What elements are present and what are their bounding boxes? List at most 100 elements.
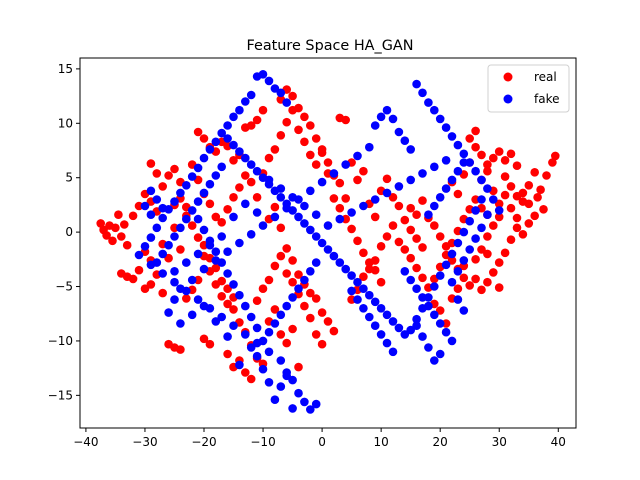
point-real-6 <box>114 210 123 219</box>
point-real-50 <box>229 156 238 165</box>
point-fake-225 <box>229 280 238 289</box>
point-fake-209 <box>353 295 362 304</box>
point-fake-212 <box>306 267 315 276</box>
point-real-211 <box>270 261 280 271</box>
point-fake-191 <box>412 284 421 294</box>
point-fake-173 <box>311 210 321 219</box>
point-fake-47 <box>288 404 297 413</box>
point-fake-32 <box>217 312 226 322</box>
point-real-180 <box>512 213 522 223</box>
point-fake-14 <box>199 153 209 163</box>
point-fake-234 <box>471 234 480 243</box>
point-real-119 <box>359 248 368 258</box>
point-fake-101 <box>453 238 463 248</box>
point-real-104 <box>270 145 280 154</box>
point-real-2 <box>102 231 111 240</box>
point-fake-34 <box>241 330 250 339</box>
point-real-189 <box>530 211 539 221</box>
point-fake-72 <box>317 177 327 187</box>
point-fake-142 <box>211 171 221 180</box>
point-real-167 <box>489 153 498 163</box>
point-fake-119 <box>347 271 356 280</box>
point-fake-167 <box>382 188 392 198</box>
point-fake-183 <box>193 249 203 259</box>
point-fake-102 <box>447 249 457 259</box>
point-fake-97 <box>477 195 486 204</box>
chart-title: Feature Space HA_GAN <box>246 38 413 54</box>
point-fake-237 <box>453 267 463 276</box>
point-fake-159 <box>447 175 457 185</box>
point-fake-80 <box>388 114 398 124</box>
point-real-137 <box>418 243 427 252</box>
point-fake-235 <box>465 245 475 254</box>
point-real-156 <box>477 245 486 254</box>
point-real-115 <box>335 203 345 213</box>
point-fake-37 <box>276 356 286 365</box>
point-fake-242 <box>494 206 504 215</box>
point-real-178 <box>500 190 510 200</box>
point-fake-111 <box>394 323 404 333</box>
point-real-42 <box>199 334 209 344</box>
point-fake-138 <box>235 147 244 156</box>
point-real-45 <box>199 134 209 143</box>
point-real-208 <box>252 296 262 306</box>
point-fake-166 <box>394 182 404 191</box>
point-fake-197 <box>447 336 457 346</box>
point-fake-155 <box>424 210 433 219</box>
point-fake-127 <box>300 219 309 228</box>
point-fake-91 <box>453 140 463 150</box>
point-fake-76 <box>365 142 374 152</box>
point-real-43 <box>205 339 215 349</box>
point-fake-168 <box>370 195 380 204</box>
point-real-87 <box>282 338 292 348</box>
point-real-164 <box>471 142 480 152</box>
point-real-67 <box>252 193 262 202</box>
point-fake-46 <box>282 371 292 381</box>
point-fake-236 <box>459 256 469 265</box>
point-real-36 <box>164 253 173 263</box>
point-fake-207 <box>365 312 374 322</box>
point-fake-30 <box>193 295 203 304</box>
point-fake-55 <box>199 301 209 311</box>
point-real-65 <box>241 171 250 180</box>
point-real-91 <box>270 202 280 212</box>
point-real-38 <box>176 245 185 254</box>
point-real-224 <box>300 112 309 122</box>
y-axis: −15 −10 −5 0 5 10 15 <box>48 62 80 402</box>
point-fake-28 <box>170 277 179 287</box>
point-fake-19 <box>170 197 179 206</box>
point-real-94 <box>288 256 297 265</box>
point-fake-147 <box>182 214 191 224</box>
point-real-227 <box>317 148 327 157</box>
point-fake-163 <box>430 162 439 172</box>
point-real-248 <box>376 242 386 251</box>
point-fake-175 <box>288 193 297 202</box>
point-real-209 <box>258 284 268 294</box>
point-fake-171 <box>335 214 345 224</box>
point-fake-189 <box>400 267 410 276</box>
point-fake-231 <box>193 214 203 224</box>
point-real-132 <box>388 193 398 202</box>
point-real-235 <box>187 221 197 230</box>
point-real-14 <box>140 284 150 294</box>
point-real-73 <box>229 305 238 314</box>
point-fake-121 <box>335 258 345 267</box>
point-fake-10 <box>223 121 232 130</box>
point-fake-100 <box>459 227 469 237</box>
point-real-100 <box>323 317 333 326</box>
point-real-147 <box>459 273 469 283</box>
point-real-195 <box>533 193 542 202</box>
point-fake-219 <box>264 327 274 337</box>
point-real-111 <box>311 160 321 169</box>
point-real-129 <box>370 212 380 222</box>
point-fake-73 <box>329 169 339 178</box>
point-real-188 <box>524 199 534 209</box>
point-fake-83 <box>406 145 416 154</box>
point-real-89 <box>294 362 303 372</box>
point-real-241 <box>223 284 232 294</box>
point-fake-145 <box>193 197 203 206</box>
point-real-97 <box>306 288 315 298</box>
point-fake-233 <box>477 223 486 233</box>
point-fake-61 <box>187 275 197 285</box>
point-real-126 <box>353 175 362 185</box>
